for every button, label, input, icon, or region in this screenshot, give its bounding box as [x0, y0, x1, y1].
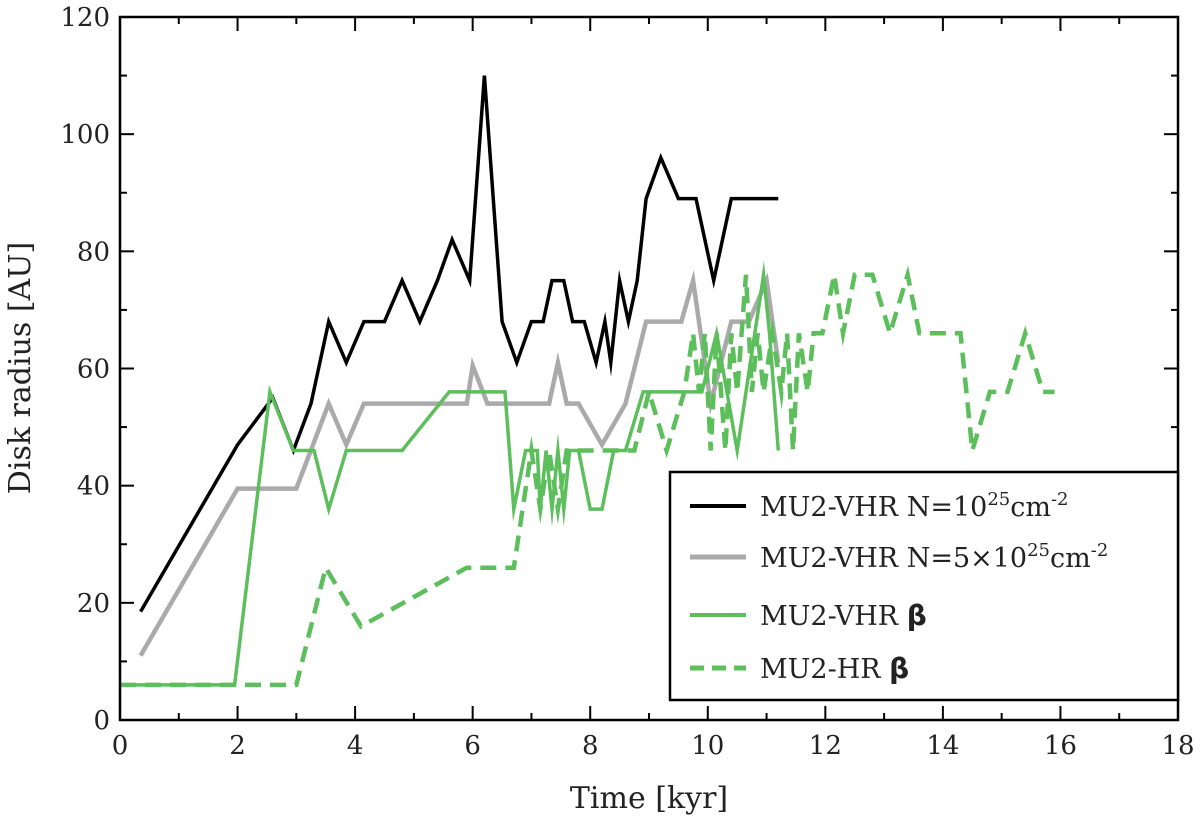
x-tick-label: 0 — [112, 731, 129, 761]
y-tick-label: 60 — [77, 355, 110, 385]
y-tick-label: 40 — [77, 472, 110, 502]
x-tick-label: 6 — [464, 731, 481, 761]
y-axis-label: Disk radius [AU] — [3, 242, 38, 494]
series-layer — [120, 75, 1055, 688]
ticks-layer — [119, 16, 1179, 721]
y-tick-label: 120 — [60, 3, 110, 33]
x-tick-label: 10 — [691, 731, 724, 761]
x-tick-label: 8 — [582, 731, 599, 761]
tick-labels-layer: 0 2 4 6 8 10 12 14 16 18 0 20 40 60 80 100 120 — [60, 3, 1194, 761]
x-tick-label: 16 — [1044, 731, 1077, 761]
series-line-s1 — [139, 75, 779, 613]
series-line-s2 — [138, 269, 781, 657]
x-tick-label: 4 — [347, 731, 364, 761]
legend-entry-s1: MU2-VHR N=1025cm-2 — [760, 489, 1069, 523]
series-line-s4 — [120, 261, 1055, 688]
legend-entry-s4: MU2-HR β — [760, 652, 909, 685]
x-axis-label: Time [kyr] — [570, 781, 728, 816]
y-tick-label: 80 — [77, 237, 110, 267]
y-tick-label: 100 — [60, 120, 110, 150]
x-tick-label: 18 — [1161, 731, 1194, 761]
legend-entry-s2: MU2-VHR N=5×1025cm-2 — [760, 540, 1108, 574]
x-tick-label: 12 — [809, 731, 842, 761]
y-tick-label: 20 — [77, 589, 110, 619]
legend-box — [668, 470, 1180, 702]
legend: MU2-VHR N=1025cm-2 MU2-VHR N=5×1025cm-2 … — [668, 470, 1180, 702]
x-tick-label: 2 — [229, 731, 246, 761]
legend-entry-s3: MU2-VHR β — [760, 599, 927, 632]
y-tick-label: 0 — [93, 706, 110, 736]
x-tick-label: 14 — [926, 731, 959, 761]
